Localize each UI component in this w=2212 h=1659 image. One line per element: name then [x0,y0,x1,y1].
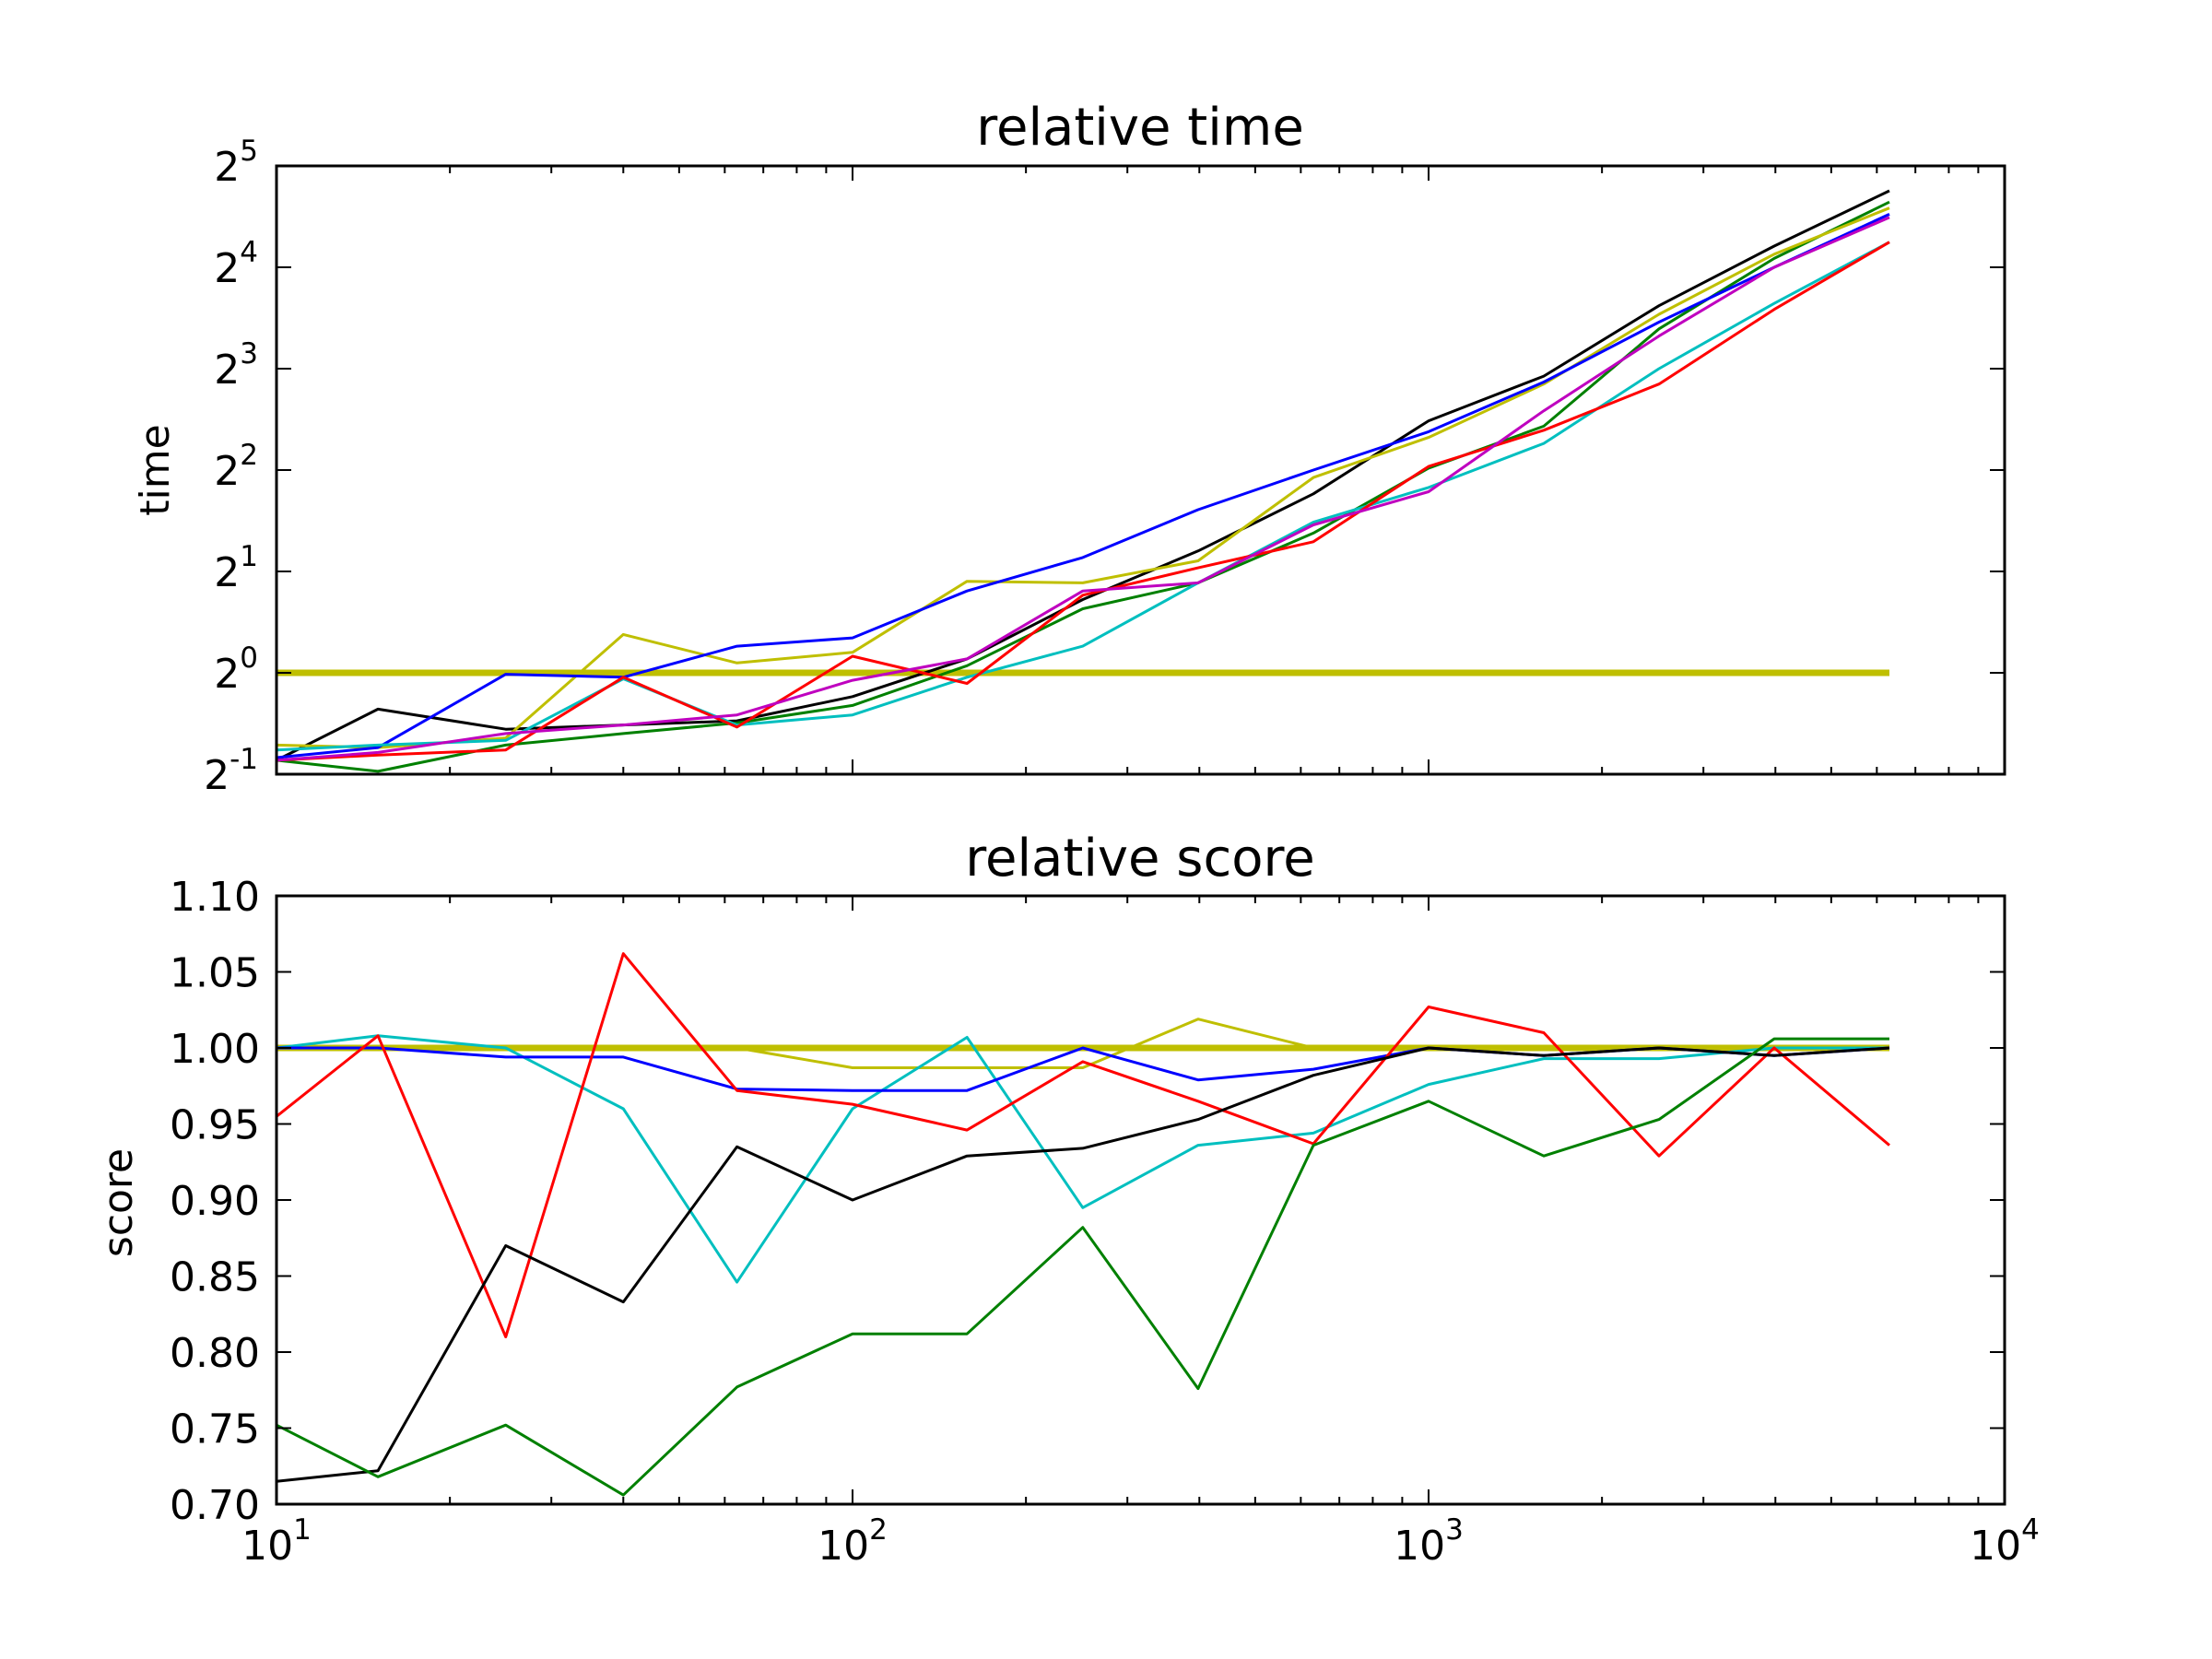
y-tick-label: 1.05 [170,950,260,997]
series-line-1 [276,189,1890,762]
y-tick-base: 2 [214,144,240,191]
y-tick-label: 20 [214,641,258,698]
y-tick-exponent: 2 [240,439,258,472]
y-tick-label: 23 [214,337,258,394]
series-line-7 [276,216,1890,762]
series-line-5 [276,1046,1890,1483]
series-line-2 [276,1034,1889,1284]
y-tick-base: 2 [214,448,240,495]
y-tick-exponent: -1 [229,743,258,776]
series-line-3 [276,206,1890,749]
x-tick-base: 10 [1394,1523,1445,1570]
y-tick-label: 24 [214,236,258,292]
x-tick-label: 102 [818,1513,888,1570]
score-series-lines [276,952,1890,1497]
series-line-6 [276,1037,1889,1497]
score-y-tick-labels: 0.70 0.75 0.80 0.85 0.90 0.95 1.00 1.05 1.10 [170,874,260,1529]
y-tick-exponent: 5 [240,135,258,168]
y-tick-label: 21 [214,540,258,596]
y-tick-label: 0.80 [170,1330,260,1377]
y-tick-label: 0.75 [170,1406,260,1453]
x-tick-base: 10 [241,1523,293,1570]
y-tick-base: 2 [204,752,229,799]
time-plot-frame [275,164,2006,776]
y-tick-exponent: 4 [240,236,258,269]
y-tick-label: 1.00 [170,1026,260,1073]
x-tick-label: 104 [1970,1513,2040,1570]
score-panel-title: relative score [965,829,1315,888]
series-line-4 [276,952,1890,1338]
x-tick-label: 101 [241,1513,312,1570]
y-tick-exponent: 1 [240,540,258,573]
y-tick-label: 0.70 [170,1482,260,1529]
y-tick-base: 2 [214,549,240,596]
y-tick-base: 2 [214,347,240,394]
y-tick-exponent: 3 [240,337,258,371]
y-tick-label: 22 [214,439,258,495]
time-panel-title: relative time [976,98,1304,158]
y-tick-label: 0.90 [170,1178,260,1225]
series-line-4 [276,213,1890,759]
time-series-lines [276,189,1890,773]
x-tick-base: 10 [818,1523,869,1570]
series-line-5 [276,241,1890,752]
time-y-axis-label: time [132,424,179,515]
y-tick-label: 1.10 [170,874,260,921]
x-tick-exponent: 2 [869,1513,888,1547]
y-tick-exponent: 0 [240,641,258,675]
score-y-axis-label: score [95,1148,142,1257]
x-tick-labels: 101 102 103 104 [241,1513,2040,1570]
y-tick-label: 0.95 [170,1102,260,1149]
x-tick-exponent: 4 [2021,1513,2040,1547]
y-tick-label: 25 [214,135,258,191]
x-tick-exponent: 3 [1445,1513,1464,1547]
y-tick-label: 2-1 [204,743,258,799]
x-tick-label: 103 [1394,1513,1464,1570]
y-tick-label: 0.85 [170,1254,260,1301]
y-tick-base: 2 [214,245,240,292]
y-tick-base: 2 [214,651,240,698]
series-line-1 [276,1018,1889,1069]
x-tick-base: 10 [1970,1523,2021,1570]
score-plot-frame [275,894,2006,1506]
series-line-6 [276,241,1890,762]
score-panel: relative score score 0.70 0.75 0.80 0.85 0.9… [95,829,2040,1570]
x-tick-exponent: 1 [293,1513,312,1547]
